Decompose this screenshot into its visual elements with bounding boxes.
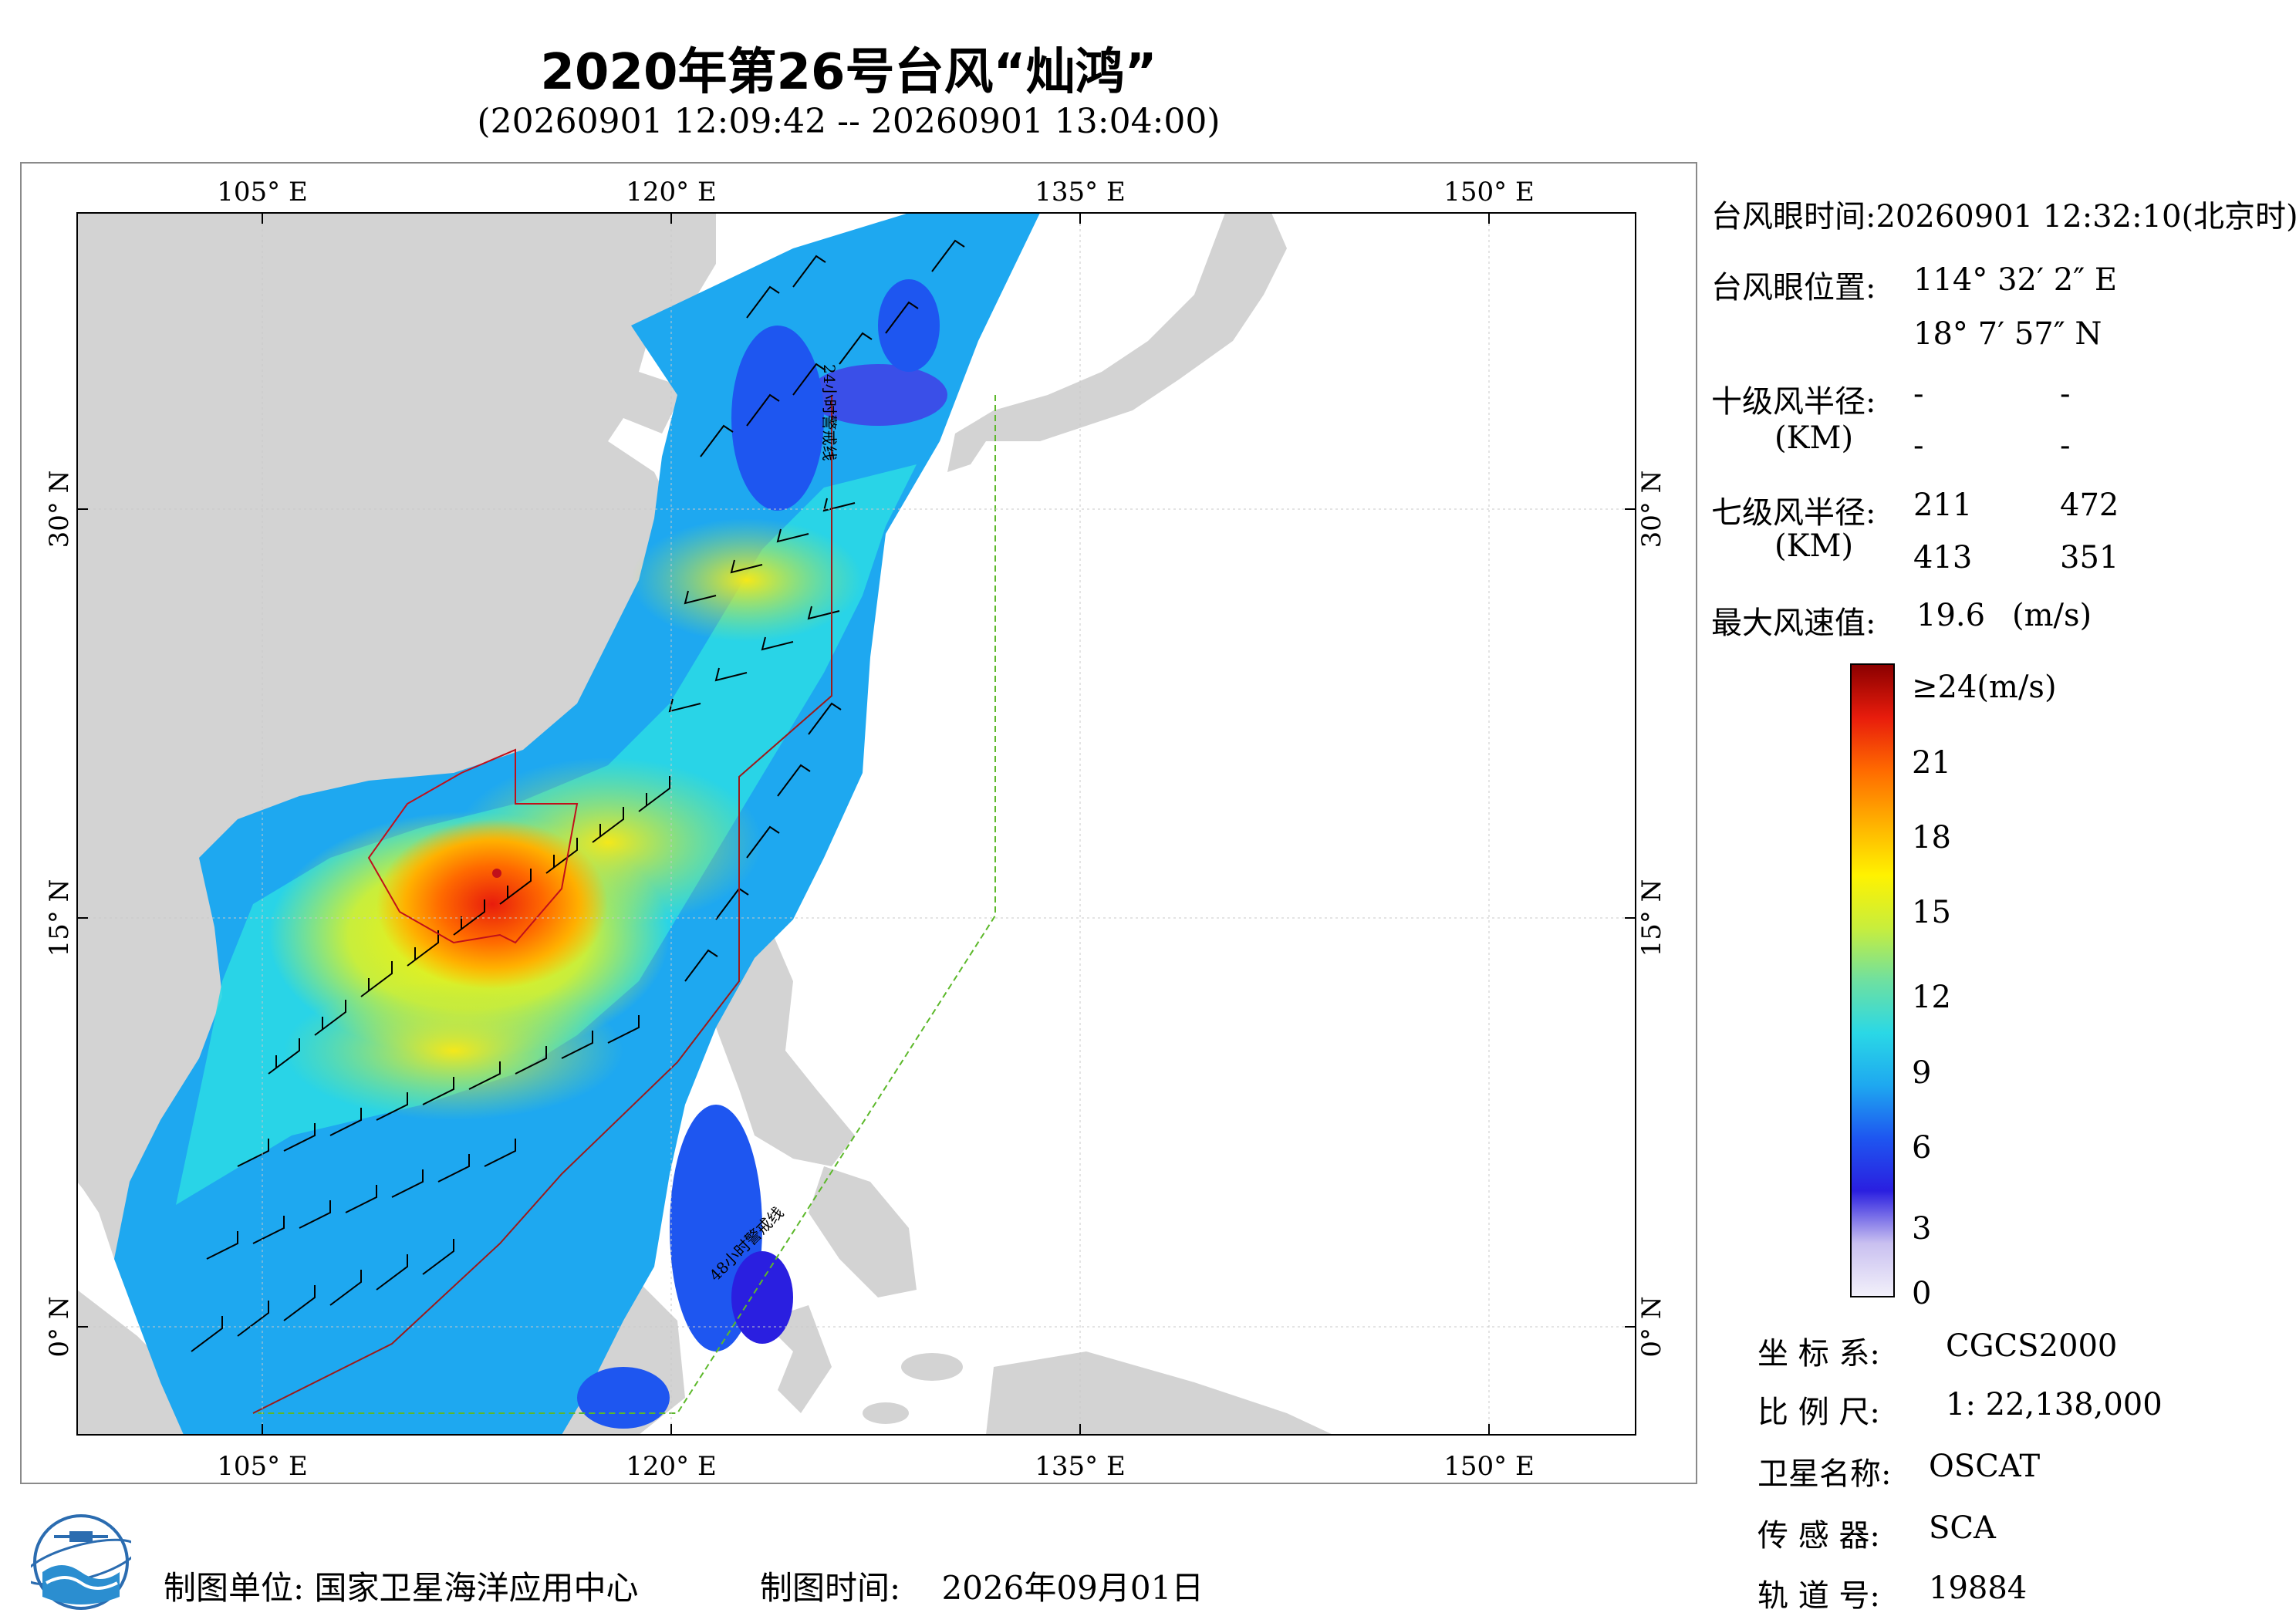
r10-value-4: - xyxy=(2060,428,2071,464)
wind-radius-7-outline xyxy=(367,748,579,944)
lat-label-left-1: 30° N xyxy=(44,471,75,548)
colorbar-tick-9: 9 xyxy=(1912,1055,1932,1091)
r7-label: 七级风半径: xyxy=(1711,495,1876,531)
lat-label-left-3: 0° N xyxy=(44,1296,75,1357)
r10-km-label: (KM) xyxy=(1774,420,1854,456)
crs-label: 坐 标 系: xyxy=(1757,1336,1880,1372)
r10-value-3: - xyxy=(1913,428,1924,464)
warning-line-24h xyxy=(252,395,832,1414)
colorbar-tick-24: ≥24(m/s) xyxy=(1912,670,2057,705)
scale-value: 1: 22,138,000 xyxy=(1946,1387,2163,1422)
satellite-label: 卫星名称: xyxy=(1757,1456,1892,1492)
orbit-label: 轨 道 号: xyxy=(1757,1578,1880,1614)
lon-label-bottom-4: 150° E xyxy=(1443,1451,1535,1482)
lon-label-top-1: 105° E xyxy=(217,177,308,208)
scale-label: 比 例 尺: xyxy=(1757,1395,1880,1430)
eye-longitude: 114° 32′ 2″ E xyxy=(1913,262,2118,298)
warning-line-48h xyxy=(253,395,996,1414)
satellite-value: OSCAT xyxy=(1929,1449,2041,1484)
max-wind-label: 最大风速值: xyxy=(1711,606,1876,641)
r10-label: 十级风半径: xyxy=(1711,384,1876,420)
r7-value-4: 351 xyxy=(2060,540,2119,575)
date-row: 制图时间: 2026年09月01日 xyxy=(760,1562,1204,1609)
warning-line-24h-label: 24小时警戒线 xyxy=(820,364,839,461)
lon-label-top-3: 135° E xyxy=(1035,177,1126,208)
lon-label-top-2: 120° E xyxy=(626,177,717,208)
r7-value-1: 211 xyxy=(1913,488,1973,523)
date-label: 制图时间: xyxy=(760,1569,901,1607)
producer-value: 国家卫星海洋应用中心 xyxy=(314,1569,639,1607)
r10-value-2: - xyxy=(2060,376,2071,412)
r7-value-3: 413 xyxy=(1913,540,1973,575)
lat-label-left-2: 15° N xyxy=(44,879,75,957)
wind-speed-colorbar xyxy=(1850,663,1895,1297)
eye-latitude: 18° 7′ 57″ N xyxy=(1913,316,2102,352)
graticule xyxy=(77,213,1636,1435)
max-wind-unit: (m/s) xyxy=(2012,598,2092,633)
lat-label-right-2: 15° N xyxy=(1636,879,1667,957)
axis-ticks xyxy=(77,213,1636,1435)
eye-position-row: 台风眼位置: 114° 32′ 2″ E xyxy=(1711,262,2117,307)
crs-value: CGCS2000 xyxy=(1946,1328,2118,1364)
wind-swath xyxy=(114,213,1040,1435)
map-subtitle: (20260901 12:09:42 -- 20260901 13:04:00) xyxy=(477,102,1221,141)
eye-time-row: 台风眼时间:20260901 12:32:10(北京时) xyxy=(1711,191,2296,236)
lat-label-right-1: 30° N xyxy=(1636,471,1667,548)
plot-border xyxy=(76,212,1636,1436)
lon-label-bottom-2: 120° E xyxy=(626,1451,717,1482)
eye-time-label: 台风眼时间: xyxy=(1711,199,1876,235)
producer-label: 制图单位: xyxy=(164,1569,305,1607)
date-value: 2026年09月01日 xyxy=(941,1569,1204,1607)
orbit-value: 19884 xyxy=(1929,1571,2028,1606)
colorbar-tick-6: 6 xyxy=(1912,1130,1932,1166)
typhoon-eye-marker xyxy=(492,869,501,878)
colorbar-tick-15: 15 xyxy=(1912,895,1951,930)
r7-km-label: (KM) xyxy=(1774,528,1854,564)
colorbar-tick-18: 18 xyxy=(1912,820,1951,855)
map-frame: 48小时警戒线 24小时警戒线 105° E 120° xyxy=(20,162,1697,1484)
colorbar-tick-3: 3 xyxy=(1912,1211,1932,1247)
eye-position-label: 台风眼位置: xyxy=(1711,270,1876,305)
r7-value-2: 472 xyxy=(2060,488,2119,523)
sensor-value: SCA xyxy=(1929,1510,1996,1546)
nsoas-logo xyxy=(23,1512,139,1612)
r10-value-1: - xyxy=(1913,376,1924,412)
colorbar-tick-0: 0 xyxy=(1912,1276,1932,1311)
eye-time-value: 20260901 12:32:10(北京时) xyxy=(1876,199,2296,235)
max-wind-row: 最大风速值: 19.6 (m/s) xyxy=(1711,598,2092,643)
wind-map: 48小时警戒线 24小时警戒线 105° E 120° xyxy=(44,177,1667,1482)
lon-label-bottom-1: 105° E xyxy=(217,1451,308,1482)
colorbar-tick-12: 12 xyxy=(1912,980,1951,1015)
colorbar-tick-21: 21 xyxy=(1912,745,1951,781)
map-title: 2020年第26号台风“灿鸿” xyxy=(540,44,1157,101)
wind-barbs xyxy=(191,239,965,1352)
lat-label-right-3: 0° N xyxy=(1636,1296,1667,1357)
lon-label-bottom-3: 135° E xyxy=(1035,1451,1126,1482)
sensor-label: 传 感 器: xyxy=(1757,1518,1880,1554)
producer-row: 制图单位: 国家卫星海洋应用中心 xyxy=(164,1562,639,1609)
lon-label-top-4: 150° E xyxy=(1443,177,1535,208)
max-wind-value: 19.6 xyxy=(1916,598,1986,633)
